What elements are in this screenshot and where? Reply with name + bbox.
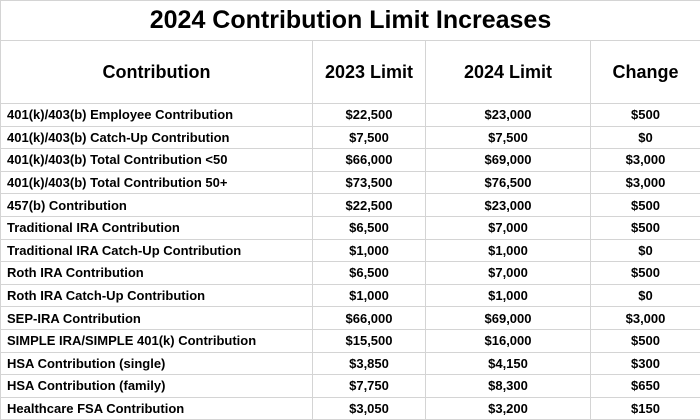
table-row: HSA Contribution (single) $3,850 $4,150 $30…	[0, 351, 700, 376]
title-row: 2024 Contribution Limit Increases	[0, 0, 700, 41]
amount-cell: $16,000	[425, 328, 591, 353]
amount-cell: $66,000	[312, 148, 426, 172]
amount-cell: $500	[590, 215, 700, 240]
amount-cell: $7,000	[425, 261, 591, 285]
amount-cell: $15,500	[312, 328, 426, 353]
table-row: HSA Contribution (family) $7,750 $8,300 $65…	[0, 374, 700, 398]
table-row: SIMPLE IRA/SIMPLE 401(k) Contribution $15…	[0, 328, 700, 353]
amount-cell: $69,000	[425, 148, 591, 172]
amount-cell: $0	[590, 283, 700, 308]
amount-cell: $1,000	[312, 283, 426, 308]
amount-cell: $500	[590, 261, 700, 285]
amount-cell: $6,500	[312, 215, 426, 240]
table-row: 401(k)/403(b) Catch-Up Contribution $7,50…	[0, 125, 700, 150]
amount-cell: $3,850	[312, 351, 426, 376]
amount-cell: $76,500	[425, 170, 591, 195]
contribution-name: HSA Contribution (single)	[0, 351, 313, 376]
amount-cell: $73,500	[312, 170, 426, 195]
contribution-name: 401(k)/403(b) Employee Contribution	[0, 103, 313, 127]
amount-cell: $22,500	[312, 103, 426, 127]
amount-cell: $4,150	[425, 351, 591, 376]
amount-cell: $66,000	[312, 306, 426, 330]
table-row: Healthcare FSA Contribution $3,050 $3,200 $…	[0, 396, 700, 420]
amount-cell: $23,000	[425, 103, 591, 127]
contribution-name: SIMPLE IRA/SIMPLE 401(k) Contribution	[0, 328, 313, 353]
amount-cell: $0	[590, 125, 700, 150]
amount-cell: $7,500	[425, 125, 591, 150]
table-row: 401(k)/403(b) Total Contribution <50 $66,…	[0, 148, 700, 172]
amount-cell: $7,000	[425, 215, 591, 240]
amount-cell: $1,000	[425, 238, 591, 263]
contribution-name: 401(k)/403(b) Total Contribution 50+	[0, 170, 313, 195]
amount-cell: $6,500	[312, 261, 426, 285]
amount-cell: $1,000	[312, 238, 426, 263]
contribution-name: SEP-IRA Contribution	[0, 306, 313, 330]
column-header: Contribution	[0, 40, 313, 104]
amount-cell: $22,500	[312, 193, 426, 217]
table-row: SEP-IRA Contribution $66,000 $69,000 $3,000	[0, 306, 700, 330]
table-title: 2024 Contribution Limit Increases	[0, 0, 700, 41]
column-header: 2023 Limit	[312, 40, 426, 104]
table-row: Traditional IRA Catch-Up Contribution $1,…	[0, 238, 700, 263]
amount-cell: $3,000	[590, 170, 700, 195]
contribution-name: Roth IRA Catch-Up Contribution	[0, 283, 313, 308]
table-row: Roth IRA Catch-Up Contribution $1,000 $1,0…	[0, 283, 700, 308]
contribution-name: Traditional IRA Contribution	[0, 215, 313, 240]
header-row: Contribution 2023 Limit 2024 Limit Change	[0, 40, 700, 104]
amount-cell: $150	[590, 396, 700, 420]
table-row: Traditional IRA Contribution $6,500 $7,000…	[0, 215, 700, 240]
amount-cell: $300	[590, 351, 700, 376]
contribution-name: 401(k)/403(b) Total Contribution <50	[0, 148, 313, 172]
amount-cell: $7,500	[312, 125, 426, 150]
amount-cell: $3,050	[312, 396, 426, 420]
table-row: Roth IRA Contribution $6,500 $7,000 $500	[0, 261, 700, 285]
amount-cell: $8,300	[425, 374, 591, 398]
amount-cell: $650	[590, 374, 700, 398]
column-header: Change	[590, 40, 700, 104]
amount-cell: $3,000	[590, 306, 700, 330]
amount-cell: $500	[590, 193, 700, 217]
amount-cell: $3,200	[425, 396, 591, 420]
table-row: 457(b) Contribution $22,500 $23,000 $500	[0, 193, 700, 217]
contribution-name: Healthcare FSA Contribution	[0, 396, 313, 420]
amount-cell: $23,000	[425, 193, 591, 217]
amount-cell: $69,000	[425, 306, 591, 330]
amount-cell: $1,000	[425, 283, 591, 308]
amount-cell: $0	[590, 238, 700, 263]
contribution-name: HSA Contribution (family)	[0, 374, 313, 398]
column-header: 2024 Limit	[425, 40, 591, 104]
amount-cell: $3,000	[590, 148, 700, 172]
table-row: 401(k)/403(b) Employee Contribution $22,5…	[0, 103, 700, 127]
amount-cell: $7,750	[312, 374, 426, 398]
contribution-name: 457(b) Contribution	[0, 193, 313, 217]
amount-cell: $500	[590, 328, 700, 353]
contribution-name: Roth IRA Contribution	[0, 261, 313, 285]
amount-cell: $500	[590, 103, 700, 127]
contribution-name: 401(k)/403(b) Catch-Up Contribution	[0, 125, 313, 150]
table-row: 401(k)/403(b) Total Contribution 50+ $73,…	[0, 170, 700, 195]
contribution-name: Traditional IRA Catch-Up Contribution	[0, 238, 313, 263]
